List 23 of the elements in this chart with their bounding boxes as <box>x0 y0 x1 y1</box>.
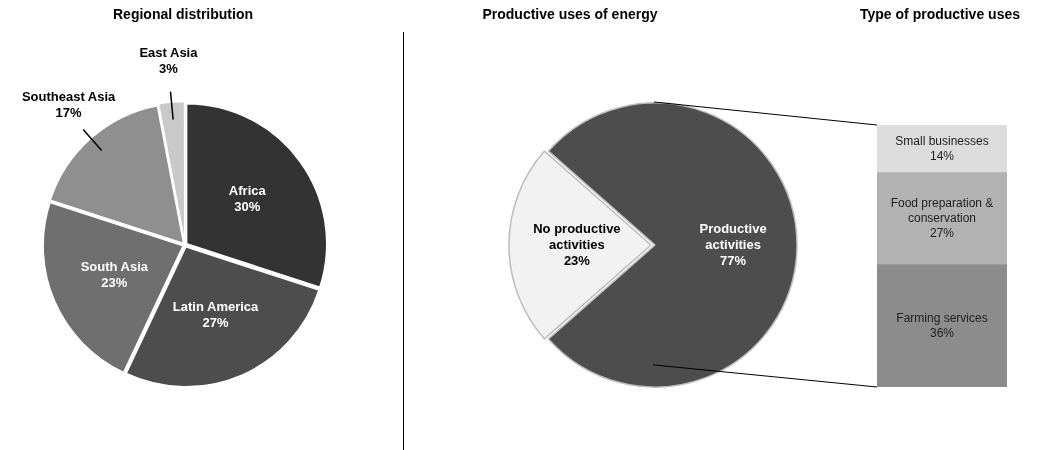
slice-label: Southeast Asia <box>21 88 117 104</box>
data-label: 77% <box>720 252 747 268</box>
slice-label: Africa <box>228 183 267 199</box>
chart-title: Productive uses of energy <box>482 6 658 22</box>
slice-label: Productive activities <box>699 220 767 252</box>
data-label: 14% <box>929 148 955 163</box>
data-label: 27% <box>929 225 955 240</box>
data-label: 27% <box>202 315 230 331</box>
slice-label: South Asia <box>80 259 149 275</box>
slice-label: No productive activities <box>533 220 621 252</box>
data-label: 17% <box>55 104 83 120</box>
data-label: 23% <box>563 252 591 268</box>
data-label: 23% <box>101 275 128 291</box>
data-label: 36% <box>929 325 955 340</box>
slice-label: Latin America <box>172 299 260 315</box>
series-label: Farming services <box>896 310 988 325</box>
series-label: Food preparation & conservation <box>890 195 994 225</box>
series-label: Small businesses <box>895 133 989 148</box>
chart-title: Type of productive uses <box>860 6 1020 22</box>
data-label: 3% <box>159 61 179 77</box>
data-label: 30% <box>234 199 261 215</box>
slice-label: East Asia <box>139 45 199 61</box>
chart-title: Regional distribution <box>113 6 253 22</box>
